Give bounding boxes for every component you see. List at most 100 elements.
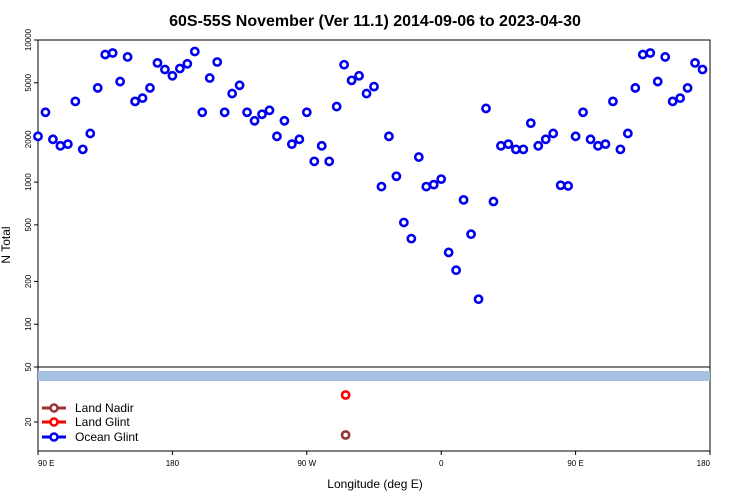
ocean-glint-point — [160, 64, 170, 75]
legend: Land Nadir Land Glint Ocean Glint — [42, 401, 139, 444]
ocean-glint-point — [593, 140, 603, 151]
ocean-glint-point — [145, 83, 155, 93]
x-tick-label: 90 E — [38, 459, 54, 468]
ocean-glint-point — [548, 128, 559, 139]
ocean-glint-point — [100, 49, 111, 60]
ocean-glint-point — [234, 80, 245, 91]
ocean-glint-point — [301, 107, 312, 118]
ocean-glint-point — [540, 134, 551, 145]
y-tick-label: 50 — [24, 362, 33, 371]
ocean-glint-point — [660, 52, 671, 62]
lower-y-tick-label: 20 — [24, 417, 33, 426]
ocean-glint-points — [33, 46, 708, 305]
legend-marker-land-nadir — [49, 403, 59, 413]
ocean-glint-point — [510, 144, 521, 155]
ocean-glint-point — [182, 58, 193, 69]
ocean-glint-point — [55, 140, 66, 151]
ocean-glint-point — [167, 70, 178, 81]
ocean-glint-point — [294, 134, 305, 145]
ocean-glint-point — [533, 140, 544, 151]
y-tick-label: 10000 — [24, 28, 33, 51]
legend-entry-ocean-glint: Ocean Glint — [42, 430, 139, 444]
ocean-glint-point — [585, 134, 596, 145]
ocean-glint-point — [682, 83, 693, 93]
ocean-glint-point — [675, 93, 686, 104]
plot-frame — [37, 39, 711, 452]
ocean-glint-point — [488, 196, 499, 207]
ocean-glint-point — [309, 156, 320, 167]
ocean-glint-point — [130, 96, 140, 107]
ocean-glint-point — [428, 179, 439, 190]
y-tick-label: 2000 — [24, 130, 33, 148]
x-tick-label: 180 — [166, 459, 180, 468]
x-tick-label: 180 — [697, 459, 711, 468]
ocean-glint-point — [257, 109, 267, 120]
ocean-glint-point — [637, 49, 648, 60]
y-tick-label: 200 — [24, 274, 33, 288]
ocean-glint-point — [503, 139, 514, 150]
legend-label-land-nadir: Land Nadir — [75, 401, 134, 415]
ocean-glint-point — [354, 70, 364, 81]
ocean-glint-point — [62, 139, 73, 150]
ocean-glint-point — [286, 139, 297, 150]
ocean-glint-point — [384, 131, 394, 142]
ocean-glint-point — [398, 217, 409, 228]
ocean-glint-point — [578, 107, 588, 118]
ocean-glint-point — [174, 63, 185, 74]
ocean-glint-point — [339, 59, 350, 70]
lower-y-axis-ticks: 20 — [24, 417, 38, 426]
ocean-glint-point — [391, 171, 402, 182]
x-tick-label: 90 W — [297, 459, 316, 468]
land-glint-point — [340, 390, 351, 400]
ocean-glint-point — [115, 76, 126, 87]
legend-label-ocean-glint: Ocean Glint — [75, 430, 139, 444]
ocean-glint-point — [122, 52, 133, 62]
ocean-glint-point — [70, 96, 81, 107]
ocean-glint-point — [264, 105, 275, 116]
ocean-glint-point — [324, 156, 335, 167]
ocean-glint-point — [555, 180, 566, 191]
ocean-glint-point — [570, 131, 581, 142]
ocean-glint-point — [249, 115, 260, 126]
ocean-glint-point — [212, 57, 223, 67]
ocean-glint-point — [518, 144, 529, 155]
land-nadir-point — [340, 430, 351, 440]
x-axis-title: Longitude (deg E) — [327, 477, 422, 491]
ocean-glint-point — [40, 107, 51, 118]
ocean-glint-point — [436, 174, 447, 184]
chart-title: 60S-55S November (Ver 11.1) 2014-09-06 t… — [169, 13, 581, 30]
legend-label-land-glint: Land Glint — [75, 415, 130, 429]
x-tick-label: 90 E — [567, 459, 583, 468]
ocean-glint-point — [197, 107, 208, 118]
ocean-glint-point — [615, 144, 626, 155]
ocean-glint-point — [496, 140, 506, 151]
legend-marker-land-glint — [49, 417, 59, 427]
ocean-glint-point — [451, 265, 462, 276]
y-tick-label: 500 — [24, 218, 33, 232]
ocean-glint-point — [369, 81, 379, 92]
y-axis-ticks: 10000 5000 2000 1000 500 200 100 50 — [24, 28, 38, 371]
legend-entry-land-glint: Land Glint — [42, 415, 130, 429]
ocean-glint-point — [85, 128, 96, 139]
coverage-band — [38, 371, 710, 381]
ocean-glint-point — [525, 118, 536, 129]
ocean-glint-point — [279, 115, 290, 126]
x-tick-label: 0 — [439, 459, 444, 468]
ocean-glint-point — [361, 88, 372, 99]
ocean-glint-point — [443, 247, 454, 258]
y-axis-title: N Total — [0, 226, 13, 263]
y-tick-label: 100 — [24, 317, 33, 331]
ocean-glint-point — [107, 48, 118, 58]
ocean-glint-point — [413, 152, 424, 162]
ocean-glint-point — [630, 83, 641, 93]
ocean-glint-point — [48, 134, 58, 145]
ocean-glint-point — [458, 194, 469, 205]
ocean-glint-point — [421, 181, 432, 192]
ocean-glint-point — [376, 181, 387, 192]
ocean-glint-point — [33, 131, 43, 142]
ocean-glint-point — [137, 93, 148, 104]
ocean-glint-point — [77, 144, 88, 155]
y-tick-label: 1000 — [24, 173, 33, 191]
ocean-glint-point — [92, 83, 103, 93]
ocean-glint-point — [481, 103, 491, 114]
